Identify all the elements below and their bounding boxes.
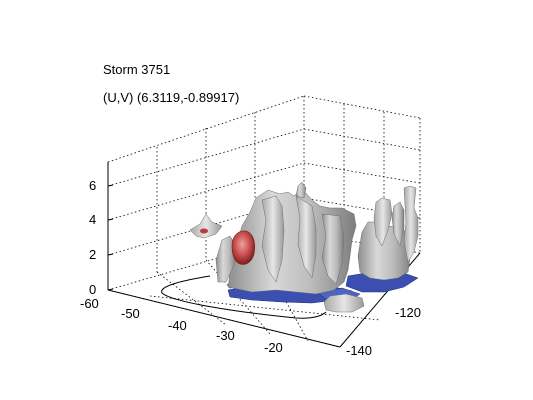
- red-isosurface-small: [200, 228, 208, 234]
- x-tick-label: -20: [264, 340, 283, 355]
- figure-title: Storm 3751: [103, 62, 171, 77]
- x-tick-label: -50: [121, 306, 140, 321]
- gray-isosurface: [189, 181, 419, 313]
- red-isosurface-core: [231, 230, 255, 265]
- uv-readout: (U,V) (6.3119,-0.89917): [103, 90, 240, 105]
- x-tick-label: -40: [168, 318, 187, 333]
- y-tick-label: -120: [395, 305, 421, 320]
- x-tick-label: -30: [216, 328, 235, 343]
- storm-track-contour: [161, 275, 327, 319]
- z-tick-label: 2: [89, 247, 96, 262]
- z-tick-label: 4: [89, 212, 96, 227]
- x-axis-ticks: -60 -50 -40 -30 -20: [80, 296, 283, 355]
- y-tick-label: -140: [346, 343, 372, 358]
- z-axis-ticks: 0 2 4 6: [89, 178, 114, 297]
- z-tick-label: 6: [89, 178, 96, 193]
- y-axis-ticks: -120 -140: [346, 305, 421, 358]
- z-tick-label: 0: [89, 282, 96, 297]
- x-tick-label: -60: [80, 296, 99, 311]
